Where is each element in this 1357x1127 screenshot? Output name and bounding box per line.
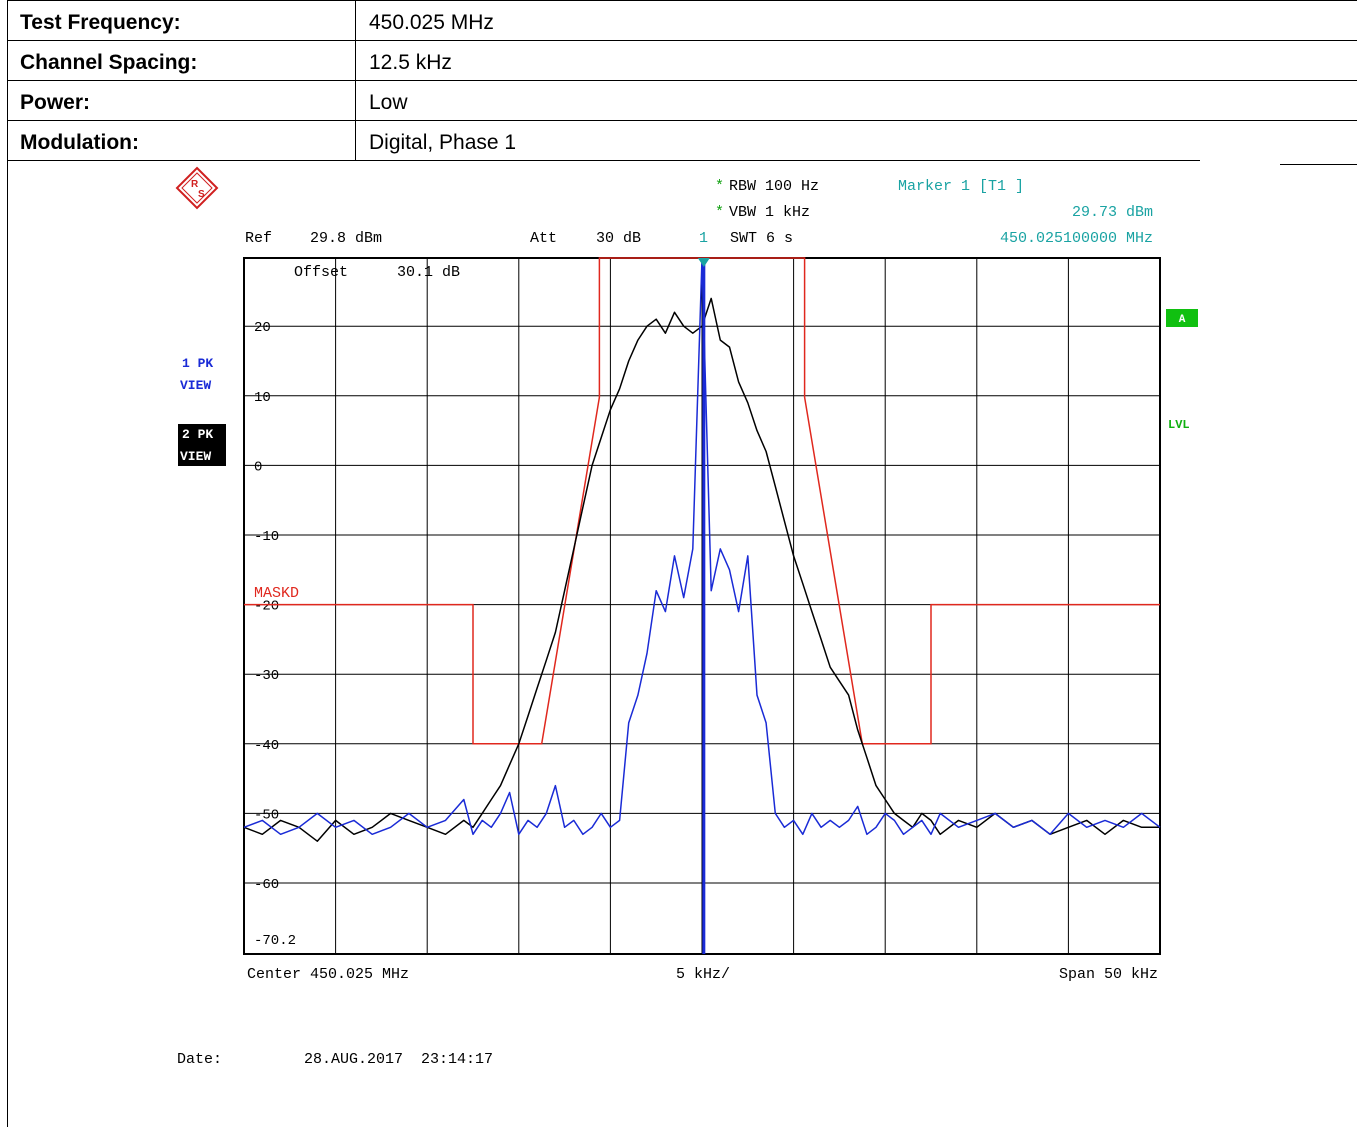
mask-label: MASKD bbox=[254, 585, 299, 602]
a-badge: A bbox=[1179, 314, 1186, 326]
trace2-badge-line1: 2 PK bbox=[182, 427, 213, 442]
y-tick-label: -10 bbox=[254, 529, 279, 545]
svg-text:R: R bbox=[191, 179, 199, 190]
rbw-label: RBW 100 Hz bbox=[729, 178, 819, 195]
label-power: Power: bbox=[20, 91, 90, 114]
y-tick-label: -40 bbox=[254, 738, 279, 754]
trace1-badge-line1: 1 PK bbox=[182, 356, 213, 371]
y-tick-labels: 20 10 0 -10 -20 -30 -40 -50 -60 -70.2 bbox=[254, 320, 296, 949]
center-label: Center 450.025 MHz bbox=[247, 966, 409, 983]
marker-triangle-icon bbox=[697, 258, 710, 267]
marker-title: Marker 1 [T1 ] bbox=[898, 178, 1024, 195]
att-value: 30 dB bbox=[596, 230, 641, 247]
ref-label: Ref bbox=[245, 230, 272, 247]
y-tick-label: -30 bbox=[254, 668, 279, 684]
marker-number: 1 bbox=[699, 230, 708, 247]
span-label: Span 50 kHz bbox=[1059, 966, 1158, 983]
trace2-badge-line2: VIEW bbox=[180, 449, 211, 464]
vbw-label: VBW 1 kHz bbox=[729, 204, 810, 221]
y-tick-label: 10 bbox=[254, 390, 271, 406]
label-test-frequency: Test Frequency: bbox=[20, 11, 181, 34]
ref-value: 29.8 dBm bbox=[310, 230, 382, 247]
a-badge-bg bbox=[1166, 309, 1198, 327]
y-tick-label: 0 bbox=[254, 459, 262, 475]
trace2-badge-bg bbox=[178, 424, 226, 466]
marker-frequency: 450.025100000 MHz bbox=[1000, 230, 1153, 247]
trace1-badge-line2: VIEW bbox=[180, 378, 211, 393]
value-test-frequency: 450.025 MHz bbox=[369, 11, 494, 34]
date-value: 28.AUG.2017 23:14:17 bbox=[304, 1051, 493, 1068]
offset-value: 30.1 dB bbox=[397, 264, 460, 281]
marker-1 bbox=[697, 258, 710, 954]
att-label: Att bbox=[530, 230, 557, 247]
value-power: Low bbox=[369, 91, 408, 114]
date-label: Date: bbox=[177, 1051, 222, 1068]
svg-text:S: S bbox=[198, 189, 205, 200]
value-modulation: Digital, Phase 1 bbox=[369, 131, 516, 154]
label-modulation: Modulation: bbox=[20, 131, 139, 154]
y-tick-label: -60 bbox=[254, 877, 279, 893]
info-table bbox=[7, 0, 1357, 165]
value-channel-spacing: 12.5 kHz bbox=[369, 51, 452, 74]
vbw-star: * bbox=[715, 204, 724, 221]
y-tick-label: 20 bbox=[254, 320, 271, 336]
div-label: 5 kHz/ bbox=[676, 966, 730, 983]
marker-level: 29.73 dBm bbox=[1072, 204, 1153, 221]
page-border bbox=[7, 0, 1357, 1127]
label-channel-spacing: Channel Spacing: bbox=[20, 51, 197, 74]
rs-logo-icon: R S bbox=[175, 166, 219, 210]
lvl-label: LVL bbox=[1168, 418, 1190, 432]
y-tick-label: -20 bbox=[254, 599, 279, 615]
y-tick-label: -70.2 bbox=[254, 933, 296, 949]
plot-area: 20 10 0 -10 -20 -30 -40 -50 -60 -70.2 bbox=[243, 257, 1161, 955]
offset-label: Offset bbox=[294, 264, 348, 281]
y-tick-label: -50 bbox=[254, 807, 279, 823]
swt-label: SWT 6 s bbox=[730, 230, 793, 247]
rbw-star: * bbox=[715, 178, 724, 195]
